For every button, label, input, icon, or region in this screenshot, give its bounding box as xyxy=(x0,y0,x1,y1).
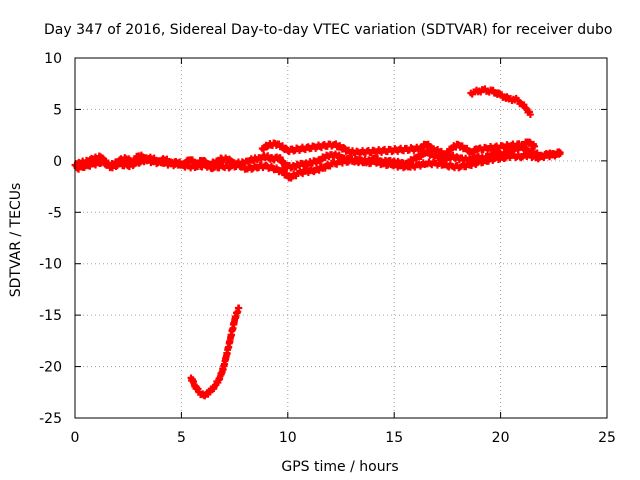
y-tick-label: 5 xyxy=(53,102,62,118)
x-axis-label: GPS time / hours xyxy=(281,459,398,475)
y-tick-label: -20 xyxy=(39,360,62,376)
series-markers xyxy=(73,149,564,182)
x-tick-label: 20 xyxy=(492,430,510,446)
x-tick-label: 5 xyxy=(177,430,186,446)
series-2 xyxy=(258,138,539,160)
x-tick-label: 15 xyxy=(385,430,403,446)
y-tick-label: -10 xyxy=(39,257,62,273)
plot-frame xyxy=(74,57,608,419)
y-axis-label: SDTVAR / TECUs xyxy=(8,183,24,298)
series-markers xyxy=(187,304,243,400)
y-tick-label: -5 xyxy=(48,205,62,221)
y-tick-label: -15 xyxy=(39,308,62,324)
x-tick-label: 25 xyxy=(598,430,616,446)
x-tick-label: 0 xyxy=(71,430,80,446)
y-tick-label: -25 xyxy=(39,411,62,427)
chart-title: Day 347 of 2016, Sidereal Day-to-day VTE… xyxy=(44,22,612,38)
y-tick-label: 0 xyxy=(53,154,62,170)
y-tick-label: 10 xyxy=(44,51,62,67)
x-tick-label: 10 xyxy=(279,430,297,446)
series-4 xyxy=(187,304,243,400)
series-markers xyxy=(258,138,539,160)
series-1 xyxy=(73,149,564,182)
series-3 xyxy=(467,85,534,118)
series-markers xyxy=(467,85,534,118)
